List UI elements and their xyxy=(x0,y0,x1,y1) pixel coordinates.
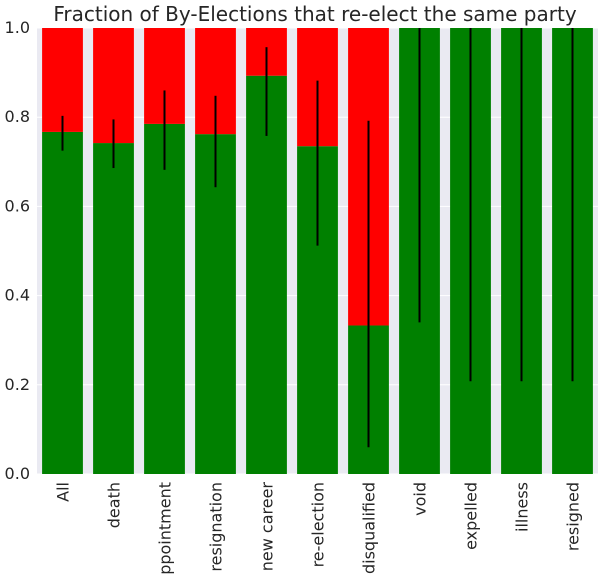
x-tick-label: new career xyxy=(258,482,277,572)
x-tick-label: expelled xyxy=(462,482,481,550)
bar-same-party xyxy=(195,134,236,474)
x-tick-label: resigned xyxy=(564,482,583,551)
x-tick-label: death xyxy=(105,482,124,528)
bar-same-party xyxy=(144,123,185,474)
x-tick-label: void xyxy=(411,482,430,516)
x-tick-labels: All death appointment resignation new career… xyxy=(54,482,583,575)
x-tick-label: All xyxy=(54,482,73,502)
error-bars xyxy=(61,28,574,448)
y-tick-label: 0.4 xyxy=(5,286,30,305)
x-tick-label: illness xyxy=(513,482,532,532)
x-tick-label: appointment xyxy=(156,482,175,575)
x-tick-label: re-election xyxy=(309,482,328,567)
y-tick-labels: 0.0 0.2 0.4 0.6 0.8 1.0 xyxy=(5,18,30,483)
bar-other-party xyxy=(42,28,83,132)
x-tick-label: disqualified xyxy=(360,482,379,574)
bar-same-party xyxy=(42,131,83,474)
bars xyxy=(42,28,593,475)
bar-same-party xyxy=(93,143,134,474)
y-tick-label: 0.2 xyxy=(5,375,30,394)
y-tick-label: 0.8 xyxy=(5,107,30,126)
y-tick-label: 0.0 xyxy=(5,464,30,483)
x-tick-label: resignation xyxy=(207,482,226,572)
bar-same-party xyxy=(246,75,287,475)
chart-title: Fraction of By-Elections that re-elect t… xyxy=(53,2,576,26)
y-tick-label: 0.6 xyxy=(5,196,30,215)
y-tick-label: 1.0 xyxy=(5,18,30,37)
